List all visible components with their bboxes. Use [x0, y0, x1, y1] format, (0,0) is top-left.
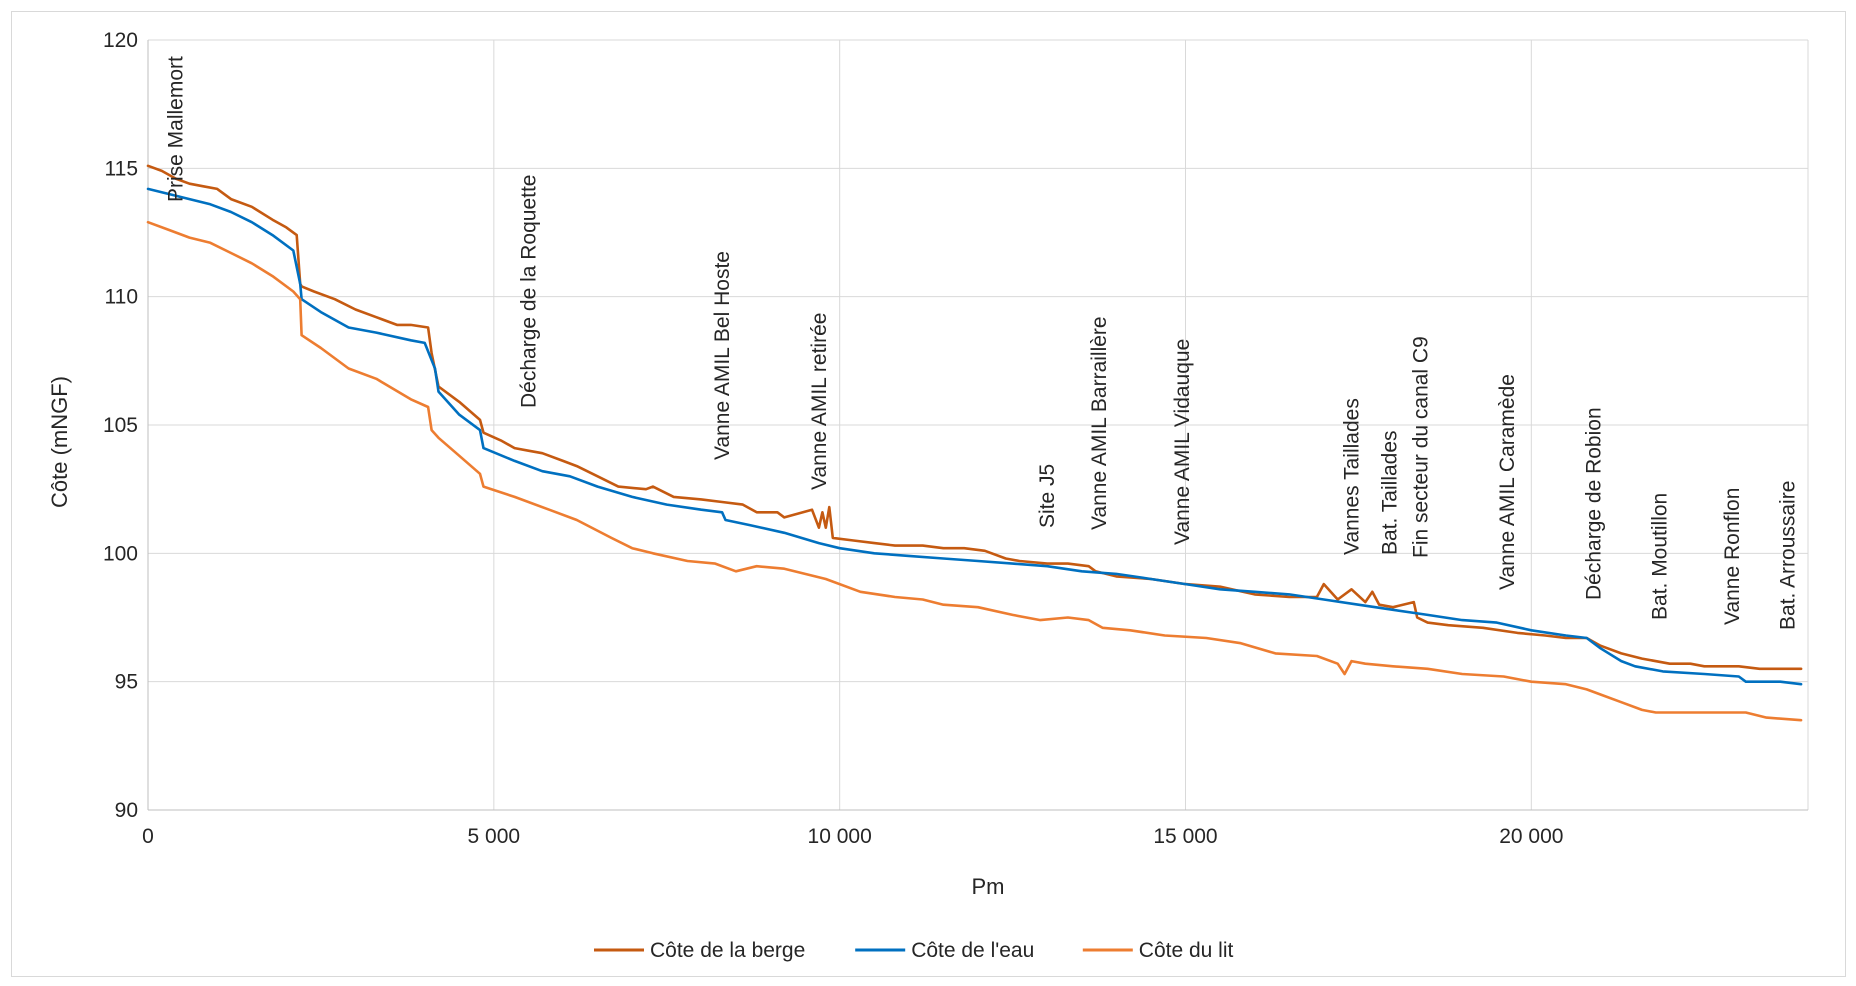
- annotation-label: Prise Mallemort: [165, 56, 188, 202]
- y-tick-label: 115: [105, 157, 138, 180]
- x-tick-label: 5 000: [468, 825, 521, 848]
- annotation-label: Fin secteur du canal C9: [1410, 336, 1433, 558]
- legend-label: Côte de l'eau: [911, 939, 1034, 962]
- legend-label: Côte de la berge: [650, 939, 805, 962]
- y-tick-label: 120: [103, 29, 138, 52]
- annotation-label: Décharge de Robion: [1583, 407, 1606, 600]
- annotation-label: Bat. Moutillon: [1648, 493, 1671, 620]
- y-tick-label: 105: [103, 414, 138, 437]
- x-axis-title: Pm: [972, 874, 1005, 899]
- x-tick-label: 20 000: [1499, 825, 1563, 848]
- annotation-label: Vanne AMIL retirée: [808, 313, 831, 490]
- legend: Côte de la berge Côte de l'eau Côte du lit: [594, 939, 1234, 962]
- annotation-label: Bat. Arroussaire: [1776, 481, 1799, 630]
- axes: 90 95 100 105 110 115 120 0 5 000 10 000 15 000 20 …: [103, 29, 1808, 848]
- annotation-label: Vanne Ronflon: [1721, 488, 1744, 625]
- annotation-label: Site J5: [1036, 464, 1059, 528]
- annotation-label: Bat. Taillades: [1379, 430, 1402, 555]
- annotation-label: Vanne AMIL Caramède: [1496, 374, 1519, 590]
- annotation-label: Vanne AMIL Bel Hoste: [711, 251, 734, 460]
- y-tick-label: 110: [105, 286, 138, 309]
- chart-frame: [11, 11, 1846, 977]
- y-tick-label: 95: [115, 671, 138, 694]
- x-tick-label: 0: [142, 825, 154, 848]
- annotation-label: Vanne AMIL Vidauque: [1171, 339, 1194, 545]
- x-tick-label: 10 000: [808, 825, 872, 848]
- y-tick-label: 90: [115, 799, 138, 822]
- annotation-label: Vanne AMIL Barraillère: [1088, 316, 1111, 530]
- legend-item-2: Côte de l'eau: [855, 939, 1034, 962]
- annotations: Prise Mallemort Décharge de la Roquette Va…: [165, 56, 1800, 630]
- series-lines: [146, 164, 1803, 722]
- annotation-label: Vannes Taillades: [1341, 398, 1364, 555]
- y-tick-label: 100: [103, 542, 138, 565]
- series-line-3: [146, 220, 1803, 722]
- legend-item-3: Côte du lit: [1082, 939, 1234, 962]
- series-line-2: [146, 187, 1803, 686]
- y-axis-title: Côte (mNGF): [47, 376, 72, 508]
- series-line-1: [146, 164, 1803, 671]
- annotation-label: Décharge de la Roquette: [517, 175, 540, 409]
- legend-item-1: Côte de la berge: [594, 939, 805, 962]
- legend-label: Côte du lit: [1139, 939, 1234, 962]
- x-tick-label: 15 000: [1153, 825, 1217, 848]
